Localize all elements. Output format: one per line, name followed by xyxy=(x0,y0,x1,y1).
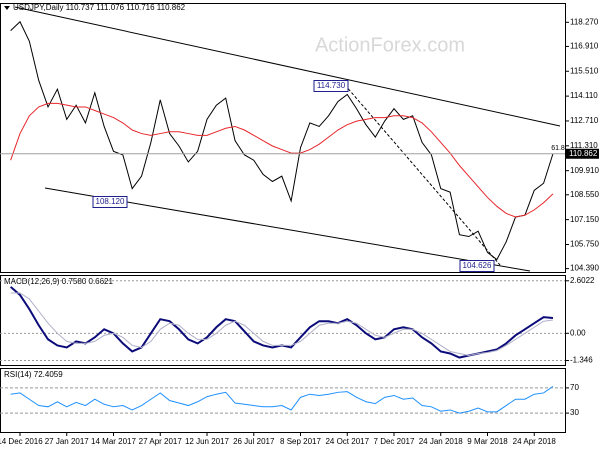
x-tick-label: 9 Mar 2018 xyxy=(467,437,508,446)
x-tick-label: 12 Jun 2017 xyxy=(185,437,230,446)
x-tick-label: 24 Jan 2018 xyxy=(419,437,464,446)
x-tick-label: 8 Sep 2017 xyxy=(280,437,321,446)
bid-box xyxy=(566,148,599,159)
macd-title: MACD(12,26,9) 0.7580 0.6621 xyxy=(4,277,114,286)
chart-title: USDJPY,Daily 110.737 111.076 110.716 110… xyxy=(13,3,186,12)
y-tick-label: 105.750 xyxy=(570,240,599,249)
annotation: 108.120 xyxy=(96,197,125,206)
y-tick-label: 2.6022 xyxy=(570,276,595,285)
x-tick-label: 7 Dec 2017 xyxy=(374,437,415,446)
y-tick-label: 107.150 xyxy=(570,215,599,224)
rsi-title: RSI(14) 72.4059 xyxy=(4,370,63,379)
y-tick-label: 118.270 xyxy=(570,17,599,26)
x-tick-label: 27 Jan 2017 xyxy=(45,437,90,446)
annotation: 104.626 xyxy=(463,261,492,270)
y-tick-label: 111.310 xyxy=(570,141,598,150)
annotation: 61.8 xyxy=(551,145,565,152)
x-tick-label: 27 Apr 2017 xyxy=(139,437,183,446)
annotation-box xyxy=(92,196,128,208)
y-tick-label: 112.710 xyxy=(570,116,599,125)
annotation-box xyxy=(459,260,495,272)
y-tick-label: 108.550 xyxy=(570,190,599,199)
y-tick-label: 109.910 xyxy=(570,166,599,175)
fib-line xyxy=(344,84,501,266)
macd-panel xyxy=(0,275,566,366)
y-tick-label: 104.390 xyxy=(570,264,599,273)
watermark: ActionForex.com xyxy=(315,34,465,56)
bid-label: 110.862 xyxy=(569,149,598,158)
y-tick-label: -1.346 xyxy=(570,356,593,365)
annotation-box xyxy=(313,80,349,92)
rsi-panel xyxy=(0,368,566,433)
x-tick-label: 24 Oct 2017 xyxy=(325,437,369,446)
series-line xyxy=(10,292,554,357)
y-tick-label: 115.510 xyxy=(570,66,599,75)
series-line xyxy=(10,385,554,414)
price-panel xyxy=(0,3,566,273)
y-tick-label: 30 xyxy=(570,408,579,417)
series-line xyxy=(10,102,554,218)
y-tick-label: 0.00 xyxy=(570,328,586,337)
series-line xyxy=(10,20,554,261)
annotation: 114.730 xyxy=(317,81,346,90)
menu-arrow xyxy=(4,6,10,10)
y-tick-label: 116.910 xyxy=(570,42,599,51)
x-tick-label: 14 Dec 2016 xyxy=(0,437,43,446)
upper-channel xyxy=(14,6,561,127)
x-tick-label: 14 Mar 2017 xyxy=(91,437,136,446)
x-tick-label: 26 Jul 2017 xyxy=(233,437,275,446)
x-tick-label: 24 Apr 2018 xyxy=(513,437,557,446)
y-tick-label: 70 xyxy=(570,383,579,392)
y-tick-label: 114.110 xyxy=(570,91,598,100)
